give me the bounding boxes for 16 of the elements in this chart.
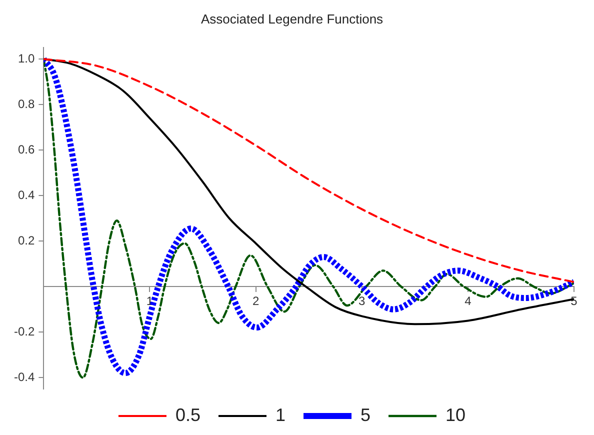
y-tick-label: 1.0 [18,51,35,66]
x-tick-label: 4 [464,294,472,308]
y-tick-label: 0.6 [18,142,35,156]
legend-label: 5 [360,404,371,425]
line-series [44,58,574,284]
y-tick-label: 0.2 [18,233,35,248]
legend-label: 0.5 [175,404,200,425]
y-tick-label: -0.4 [14,370,35,384]
y-tick-label: -0.2 [14,324,35,338]
legend-label: 10 [446,404,466,425]
x-tick-label: 2 [252,294,260,308]
y-tick-label: 0.4 [18,188,35,202]
chart-title: Associated Legendre Functions [200,11,384,26]
x-tick-label: 3 [358,294,366,308]
y-tick-label: 0.8 [18,96,35,111]
legend-label: 1 [275,404,286,425]
